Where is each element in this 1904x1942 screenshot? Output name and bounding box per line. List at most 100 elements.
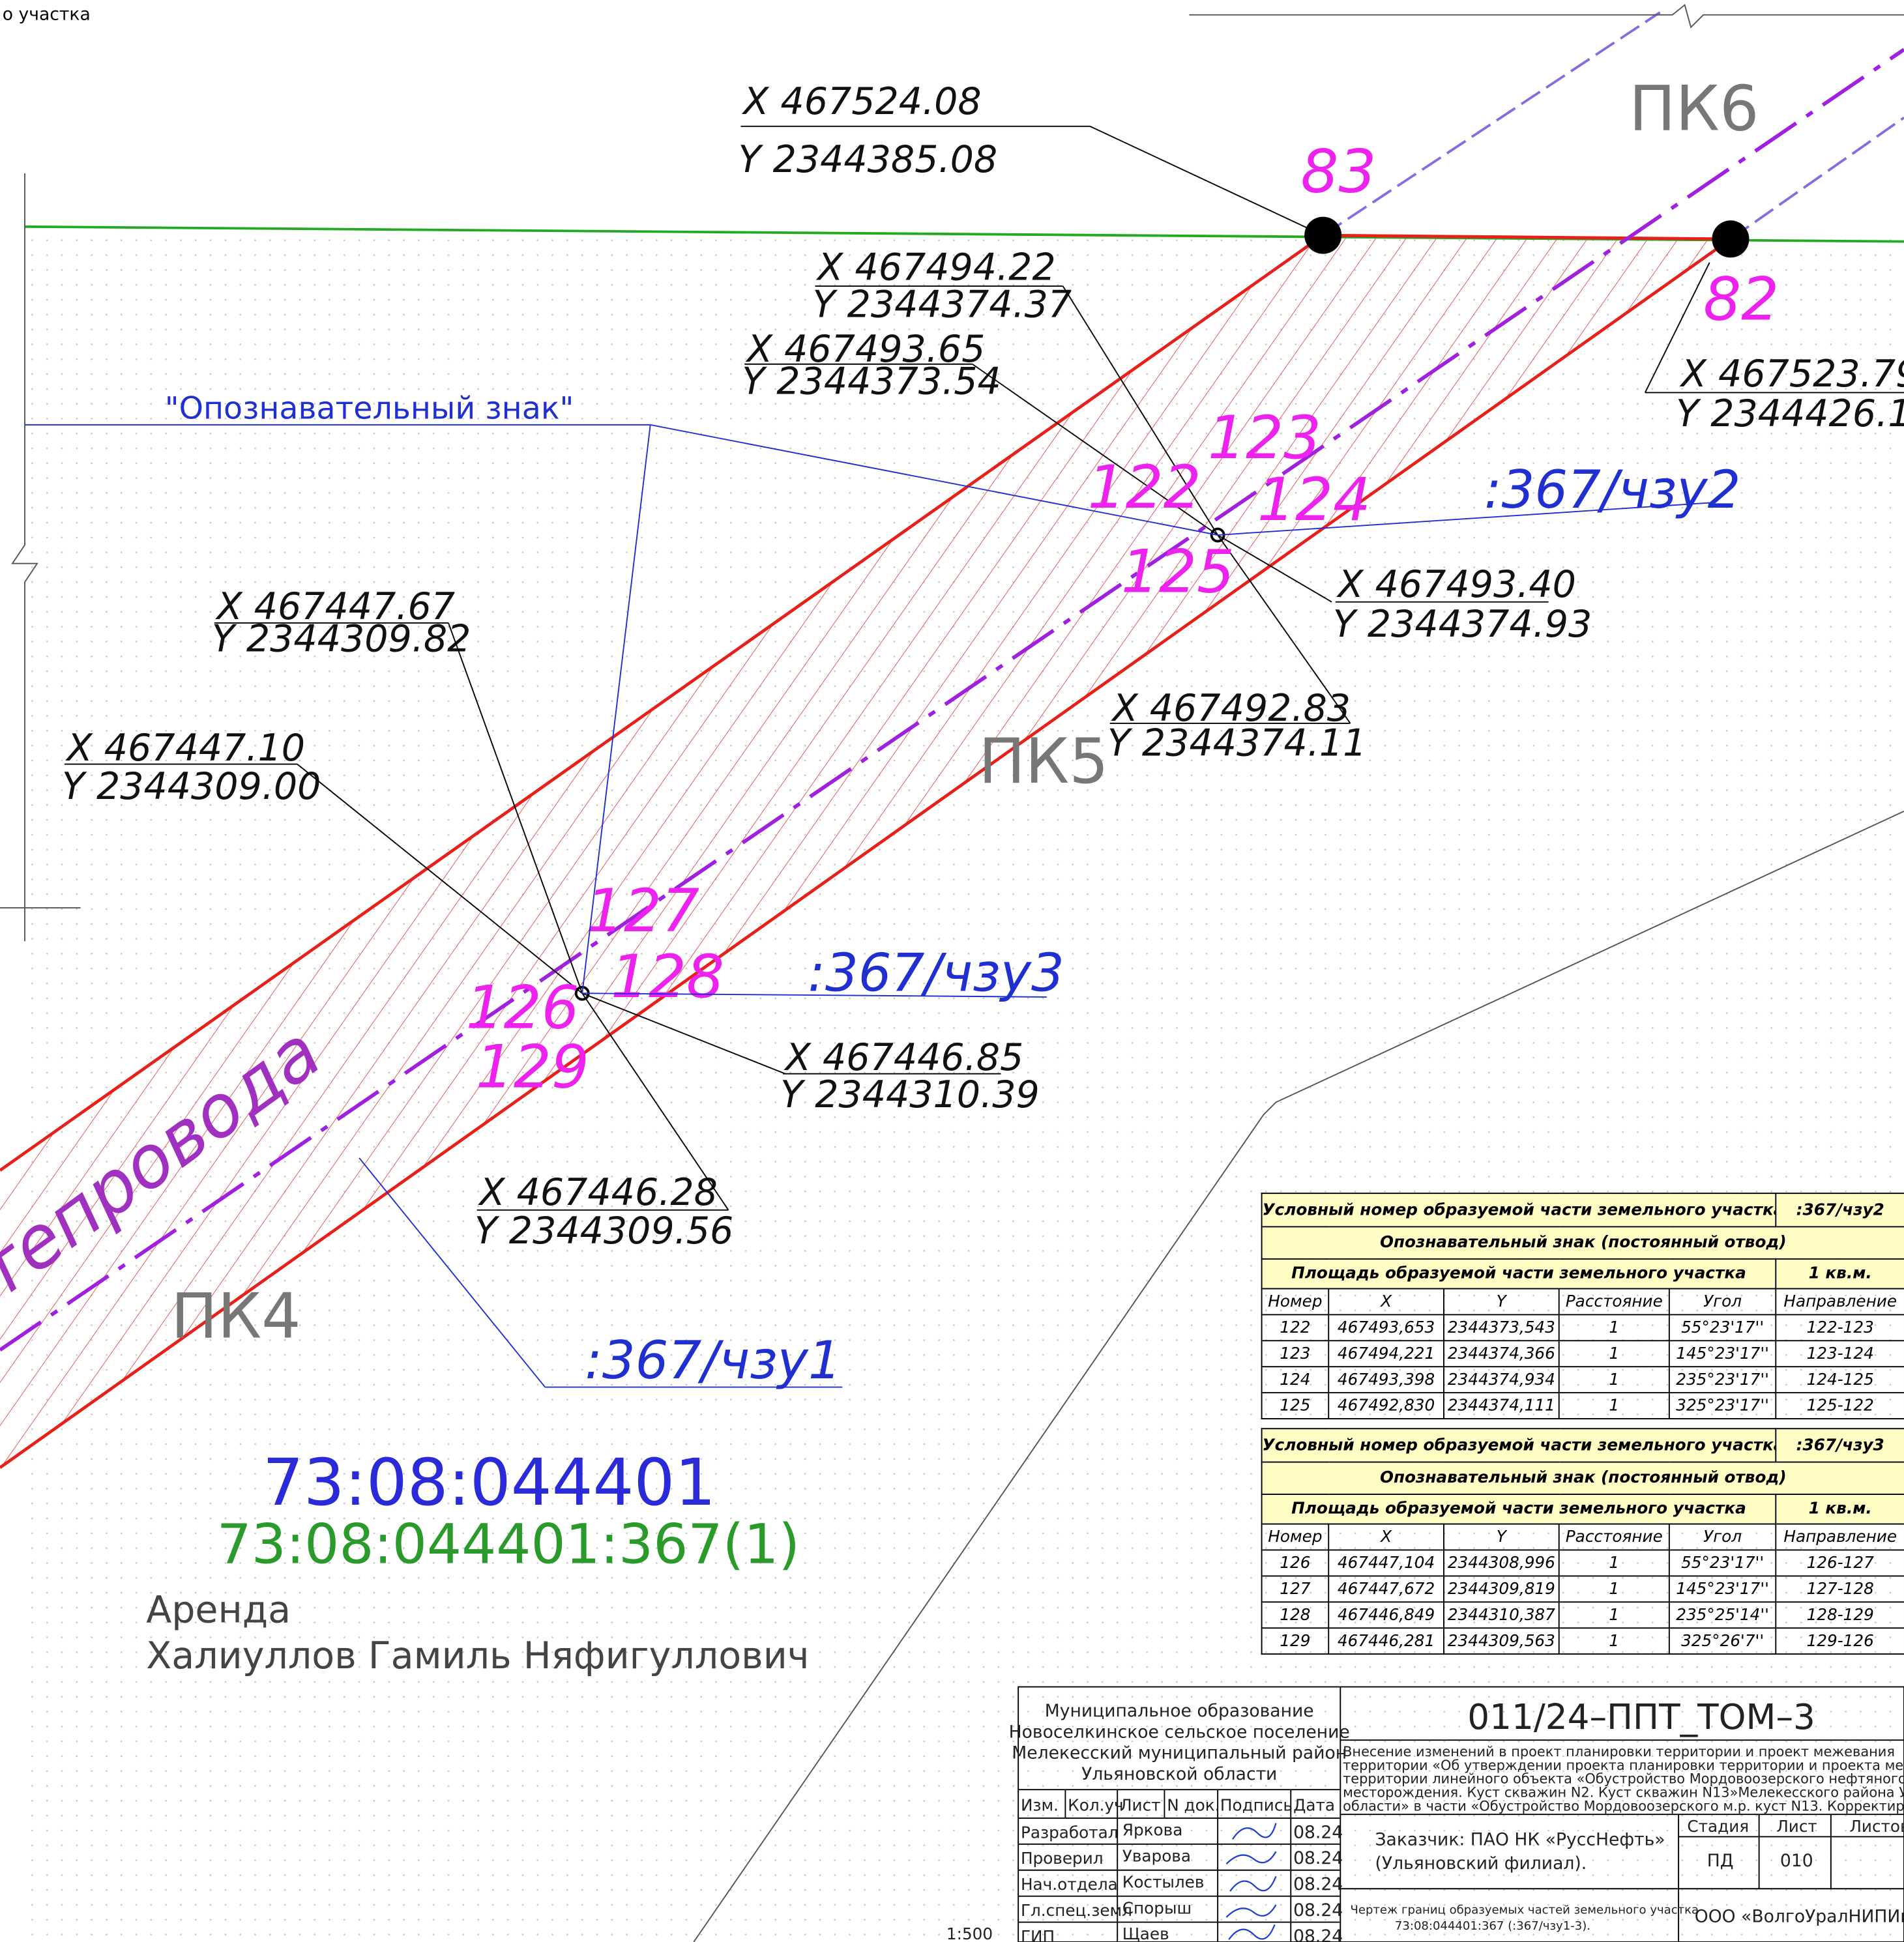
staff-name: Щаев — [1122, 1924, 1169, 1942]
column-header: Y — [1444, 1524, 1559, 1550]
column-header: Номер — [1262, 1288, 1329, 1314]
leader-line — [1090, 126, 1323, 235]
cell: 126 — [1262, 1550, 1329, 1576]
part-label: :367/чзу2 — [1484, 459, 1741, 520]
row: 128467446,8492344310,3871235°25'14''128-… — [1262, 1602, 1904, 1628]
staff-role: Разработал — [1021, 1823, 1119, 1842]
staff-date: 08.24 — [1293, 1926, 1343, 1942]
cell: 55°23'17'' — [1669, 1550, 1776, 1576]
row: Опознавательный знак (постоянный отвод) — [1262, 1226, 1904, 1258]
coordinate-x: X 467446.28 — [477, 1171, 717, 1214]
cell: 235°23'17'' — [1669, 1367, 1776, 1393]
cell: 2344308,996 — [1444, 1550, 1559, 1576]
cell: 467447,104 — [1328, 1550, 1444, 1576]
staff-date: 08.24 — [1293, 1874, 1343, 1894]
cell: 2344374,934 — [1444, 1367, 1559, 1393]
column-header: Y — [1444, 1288, 1559, 1314]
coordinate-y: Y 2344309.56 — [475, 1210, 733, 1253]
cell: 2344310,387 — [1444, 1602, 1559, 1628]
parcel-number: 73:08:044401:367(1) — [217, 1512, 800, 1576]
area: 1 кв.м. — [1776, 1259, 1904, 1289]
point-number: 127 — [586, 876, 699, 946]
cell: 55°23'17'' — [1669, 1314, 1776, 1341]
scale: 1:500 — [946, 1924, 993, 1942]
municipality: Новоселкинское сельское поселение — [1009, 1722, 1350, 1742]
cell: 467447,672 — [1328, 1576, 1444, 1602]
heading: Лист — [1120, 1796, 1161, 1815]
cell: 122-123 — [1776, 1314, 1904, 1341]
row: НомерXYРасстояниеУголНаправление — [1262, 1524, 1904, 1550]
stage: ПД — [1707, 1851, 1734, 1871]
cell: 127 — [1262, 1576, 1329, 1602]
quarter-number: 73:08:044401 — [263, 1445, 716, 1520]
sheet: 010 — [1780, 1851, 1813, 1871]
column-header: Направление — [1776, 1524, 1904, 1550]
cell: 235°25'14'' — [1669, 1602, 1776, 1628]
coordinate-x: X 467524.08 — [741, 80, 981, 123]
coordinates-table: Условный номер образуемой части земельно… — [1261, 1428, 1904, 1655]
heading: Кол.уч — [1068, 1796, 1123, 1815]
stage-heading: Стадия — [1687, 1817, 1749, 1836]
cell: 2344374,366 — [1444, 1341, 1559, 1367]
point-number: 123 — [1208, 403, 1321, 472]
picket: ПК4 — [171, 1281, 300, 1353]
staff-role: ГИП — [1021, 1927, 1055, 1942]
cell: 128 — [1262, 1602, 1329, 1628]
coordinate-x: X 467523.79 — [1679, 353, 1904, 396]
row: 125467492,8302344374,1111325°23'17''125-… — [1262, 1393, 1904, 1419]
column-header: Номер — [1262, 1524, 1329, 1550]
row: Условный номер образуемой части земельно… — [1262, 1193, 1904, 1226]
cell: 1 — [1559, 1550, 1669, 1576]
point-number: 124 — [1257, 465, 1371, 534]
cell: 1 — [1559, 1393, 1669, 1419]
staff-date: 08.24 — [1293, 1848, 1343, 1868]
sign: Опознавательный знак (постоянный отвод) — [1262, 1226, 1904, 1258]
staff-name: Костылев — [1122, 1872, 1205, 1891]
cell: 467446,281 — [1328, 1628, 1444, 1654]
municipality: Мелекесский муниципальный район — [1012, 1743, 1347, 1763]
cell: 1 — [1559, 1602, 1669, 1628]
heading: Изм. — [1021, 1796, 1059, 1815]
staff-name: Уварова — [1122, 1846, 1191, 1865]
encumbrance: Аренда — [146, 1589, 291, 1632]
column-header: Расстояние — [1559, 1288, 1669, 1314]
area-label: Площадь образуемой части земельного учас… — [1262, 1259, 1776, 1289]
body: о участкаX 467524.08Y 2344385.08X 467494… — [0, 0, 1904, 1942]
cell: 128-129 — [1776, 1602, 1904, 1628]
cell: 127-128 — [1776, 1576, 1904, 1602]
staff-role: Проверил — [1021, 1849, 1104, 1868]
staff-date: 08.24 — [1293, 1900, 1343, 1920]
coordinate-y: Y 2344374.11 — [1107, 721, 1366, 764]
cell: 2344309,563 — [1444, 1628, 1559, 1654]
cell: 124 — [1262, 1367, 1329, 1393]
cell: 467494,221 — [1328, 1341, 1444, 1367]
point-number: 122 — [1088, 452, 1201, 522]
point-number: 128 — [611, 942, 724, 1011]
page: Чертеж границ образуемых частей земельно… — [0, 0, 1904, 1942]
cell: 325°26'7'' — [1669, 1628, 1776, 1654]
coordinate-y: Y 2344309.82 — [212, 618, 471, 661]
staff-role: Гл.спец.земл — [1021, 1901, 1132, 1920]
heading: Дата — [1293, 1796, 1335, 1815]
coordinate-x: X 467493.40 — [1336, 563, 1575, 606]
coordinate-y: Y 2344310.39 — [780, 1073, 1039, 1116]
part-label: Условный номер образуемой части земельно… — [1262, 1428, 1776, 1462]
cell: 1 — [1559, 1628, 1669, 1654]
row: НомерXYРасстояниеУголНаправление — [1262, 1288, 1904, 1314]
part: :367/чзу2 — [1776, 1193, 1904, 1226]
cell: 2344374,111 — [1444, 1393, 1559, 1419]
row: Опознавательный знак (постоянный отвод) — [1262, 1462, 1904, 1494]
coordinate-y: Y 2344309.00 — [62, 765, 321, 808]
point-number: 129 — [476, 1032, 589, 1102]
cell: 467493,653 — [1328, 1314, 1444, 1341]
column-header: Угол — [1669, 1524, 1776, 1550]
cell: 122 — [1262, 1314, 1329, 1341]
sign-label: "Опознавательный знак" — [165, 390, 574, 426]
cell: 2344373,543 — [1444, 1314, 1559, 1341]
holder: Халиуллов Гамиль Няфигуллович — [146, 1634, 809, 1677]
row: Площадь образуемой части земельного учас… — [1262, 1259, 1904, 1289]
cell: 123 — [1262, 1341, 1329, 1367]
cell: 1 — [1559, 1576, 1669, 1602]
row: Площадь образуемой части земельного учас… — [1262, 1494, 1904, 1524]
